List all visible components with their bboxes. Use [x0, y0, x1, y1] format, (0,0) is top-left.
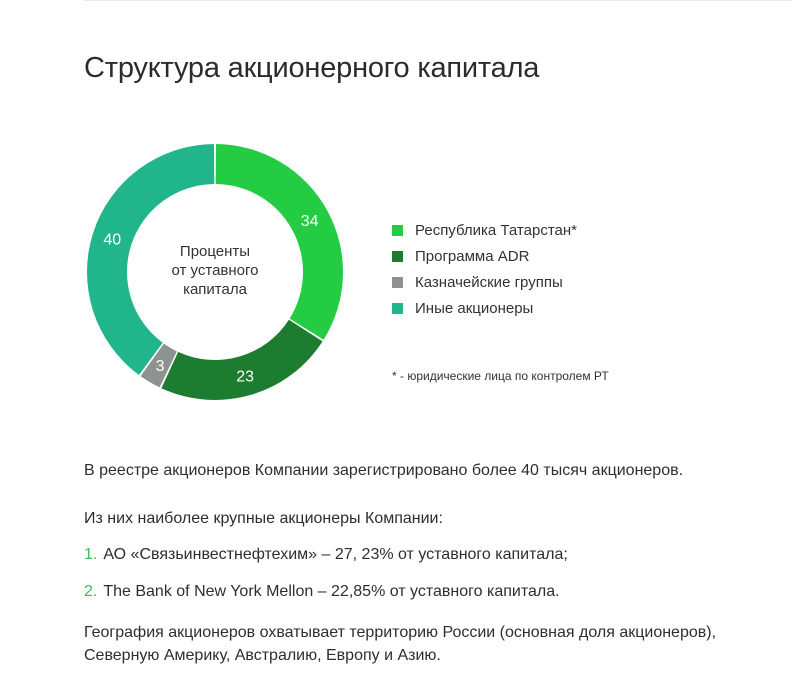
donut-slice-other — [86, 144, 215, 375]
geography-line-2: Северную Америку, Австралию, Европу и Аз… — [84, 647, 441, 664]
legend-label-tatarstan: Республика Татарстан* — [415, 221, 577, 239]
legend-item-other: Иные акционеры — [392, 295, 577, 321]
donut-slice-adr — [161, 319, 323, 400]
legend-item-treasury: Казначейские группы — [392, 269, 577, 295]
donut-svg: 34 23 3 40 — [86, 144, 343, 400]
legend-swatch-other — [392, 302, 403, 314]
donut-value-label-tatarstan: 34 — [301, 213, 319, 230]
list-item-number: 1. — [84, 546, 98, 563]
list-item-text: The Bank of New York Mellon – 22,85% от … — [103, 583, 560, 600]
legend-swatch-tatarstan — [392, 224, 403, 236]
donut-chart: 34 23 3 40 Проценты от уставного капитала — [85, 142, 345, 402]
legend-footnote: * - юридические лица по контролем РТ — [392, 369, 609, 383]
chart-legend: Республика Татарстан* Программа ADR Казн… — [392, 217, 577, 321]
center-label-line-3: капитала — [183, 281, 247, 298]
legend-swatch-treasury — [392, 276, 403, 288]
legend-label-adr: Программа ADR — [415, 247, 530, 265]
donut-value-label-other: 40 — [103, 232, 121, 249]
page-title: Структура акционерного капитала — [84, 52, 540, 84]
geography-line-1: География акционеров охватывает территор… — [84, 624, 717, 641]
list-item: 2. The Bank of New York Mellon – 22,85% о… — [84, 580, 568, 603]
donut-slice-treasury — [140, 343, 177, 388]
donut-slice-tatarstan — [215, 144, 343, 340]
legend-item-adr: Программа ADR — [392, 243, 577, 269]
center-label-line-2: от уставного — [171, 262, 259, 279]
legend-item-tatarstan: Республика Татарстан* — [392, 217, 577, 243]
top-divider — [84, 0, 793, 5]
list-item-number: 2. — [84, 583, 98, 600]
list-item: 1. АО «Связьинвестнефтехим» – 27, 23% от … — [84, 543, 568, 566]
geography-paragraph: География акционеров охватывает территор… — [84, 621, 716, 667]
shareholder-list: 1. АО «Связьинвестнефтехим» – 27, 23% от … — [84, 543, 568, 617]
center-label-line-1: Проценты — [179, 243, 251, 260]
legend-label-treasury: Казначейские группы — [415, 273, 563, 291]
donut-value-label-treasury: 3 — [156, 358, 165, 375]
registry-paragraph: В реестре акционеров Компании зарегистри… — [84, 462, 684, 479]
legend-label-other: Иные акционеры — [415, 299, 534, 317]
list-item-text: АО «Связьинвестнефтехим» – 27, 23% от ус… — [103, 546, 568, 563]
legend-swatch-adr — [392, 250, 403, 262]
donut-center-label: Проценты от уставного капитала — [135, 242, 295, 299]
largest-intro-paragraph: Из них наиболее крупные акционеры Компан… — [84, 510, 443, 527]
donut-value-label-adr: 23 — [236, 369, 254, 386]
